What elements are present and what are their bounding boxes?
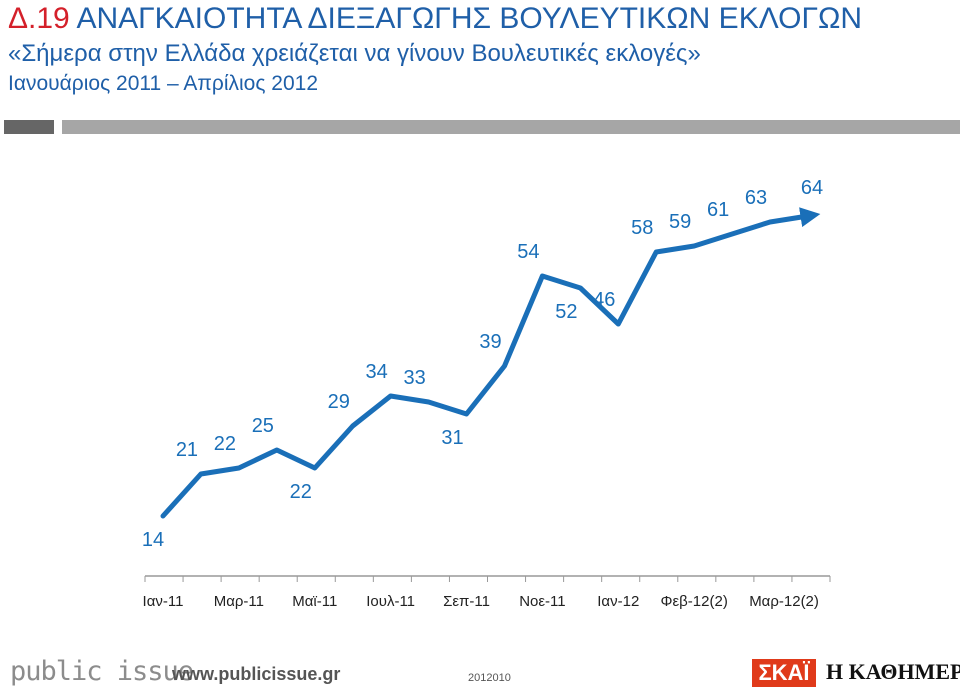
data-label: 46 — [593, 289, 615, 311]
data-label: 52 — [555, 301, 577, 323]
data-label: 22 — [290, 481, 312, 503]
data-label: 22 — [214, 433, 236, 455]
x-tick-label: Ιουλ-11 — [366, 593, 415, 610]
x-tick-label: Ιαν-12 — [597, 593, 639, 610]
x-tick-label: Ιαν-11 — [143, 593, 184, 610]
kathimerini-logo: Η ΚΑΘΗΜΕΡΙΝΗ — [826, 659, 960, 684]
x-tick-label: Μαρ-12(2) — [749, 593, 819, 610]
header-divider-dark — [4, 120, 54, 134]
data-label: 54 — [517, 241, 539, 263]
chart-title: Δ.19 ΑΝΑΓΚΑΙΟΤΗΤΑ ΔΙΕΞΑΓΩΓΗΣ ΒΟΥΛΕΥΤΙΚΩΝ… — [8, 2, 862, 36]
data-label: 14 — [142, 529, 164, 551]
x-tick-label: Φεβ-12(2) — [661, 593, 728, 610]
series-line — [160, 207, 821, 519]
skai-logo: ΣΚΑΪ — [752, 659, 816, 687]
data-label: 34 — [366, 361, 388, 383]
x-tick-label: Μαϊ-11 — [292, 593, 337, 610]
website-link[interactable]: www.publicissue.gr — [172, 664, 341, 684]
data-label: 31 — [441, 427, 463, 449]
x-tick-label: Νοε-11 — [519, 593, 565, 610]
data-label: 25 — [252, 415, 274, 437]
line-chart: 14 21 22 25 22 29 34 33 31 39 54 52 46 58 59 61 63 64 Ιαν… — [142, 177, 831, 610]
chart-subtitle: «Σήμερα στην Ελλάδα χρειάζεται να γίνουν… — [8, 40, 701, 67]
data-label: 59 — [669, 211, 691, 233]
data-label: 21 — [176, 439, 198, 461]
report-code: 2012010 — [468, 672, 511, 684]
data-label: 58 — [631, 217, 653, 239]
data-label: 39 — [479, 331, 501, 353]
data-label: 63 — [745, 187, 767, 209]
data-label: 61 — [707, 199, 729, 221]
x-tick-label: Σεπ-11 — [443, 593, 490, 610]
data-label: 33 — [403, 367, 425, 389]
chart-title-text: ΑΝΑΓΚΑΙΟΤΗΤΑ ΔΙΕΞΑΓΩΓΗΣ ΒΟΥΛΕΥΤΙΚΩΝ ΕΚΛΟ… — [76, 2, 863, 35]
data-label: 64 — [801, 177, 823, 199]
header-divider-light — [62, 120, 960, 134]
chart-code: Δ.19 — [8, 2, 70, 35]
chart-period: Ιανουάριος 2011 – Απρίλιος 2012 — [8, 72, 318, 95]
x-tick-label: Μαρ-11 — [214, 593, 264, 610]
brand-logo: public issue — [10, 656, 194, 687]
data-label: 29 — [328, 391, 350, 413]
